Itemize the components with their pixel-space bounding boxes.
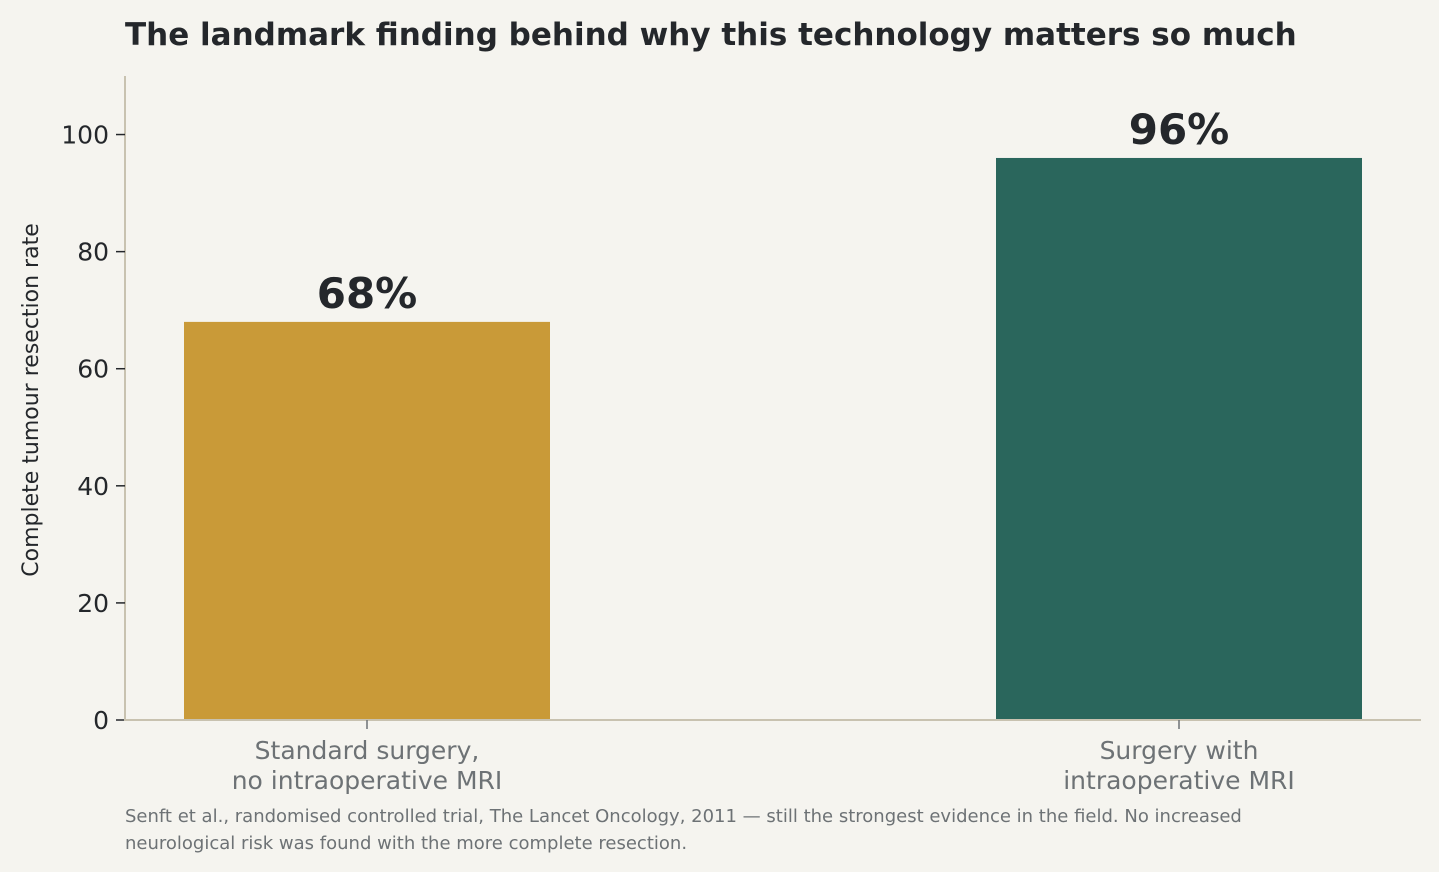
- data-label: 96%: [1129, 105, 1230, 154]
- x-tick-label: Standard surgery, no intraoperative MRI: [232, 736, 503, 795]
- x-ticks: Standard surgery, no intraoperative MRI Su…: [232, 720, 1295, 795]
- footnote: Senft et al., randomised controlled tria…: [125, 806, 1242, 854]
- x-tick-label: Surgery with intraoperative MRI: [1063, 736, 1295, 795]
- bars: [184, 157, 1362, 721]
- y-tick-label: 80: [77, 238, 109, 267]
- y-tick-label: 60: [77, 355, 109, 384]
- y-axis-label: Complete tumour resection rate: [19, 223, 44, 576]
- data-labels: 68% 96%: [317, 105, 1230, 318]
- y-tick-label: 100: [61, 121, 109, 150]
- y-axis: 0 20 40 60 80 100: [61, 76, 126, 735]
- chart-title: The landmark finding behind why this tec…: [125, 17, 1297, 53]
- y-tick-label: 0: [93, 706, 109, 735]
- data-label: 68%: [317, 269, 418, 318]
- footnote-line: Senft et al., randomised controlled tria…: [125, 806, 1242, 827]
- y-tick-label: 20: [77, 589, 109, 618]
- bar: [996, 157, 1362, 721]
- footnote-line: neurological risk was found with the mor…: [125, 833, 687, 854]
- bar: [184, 321, 550, 720]
- y-tick-label: 40: [77, 472, 109, 501]
- y-ticks: 0 20 40 60 80 100: [61, 121, 125, 735]
